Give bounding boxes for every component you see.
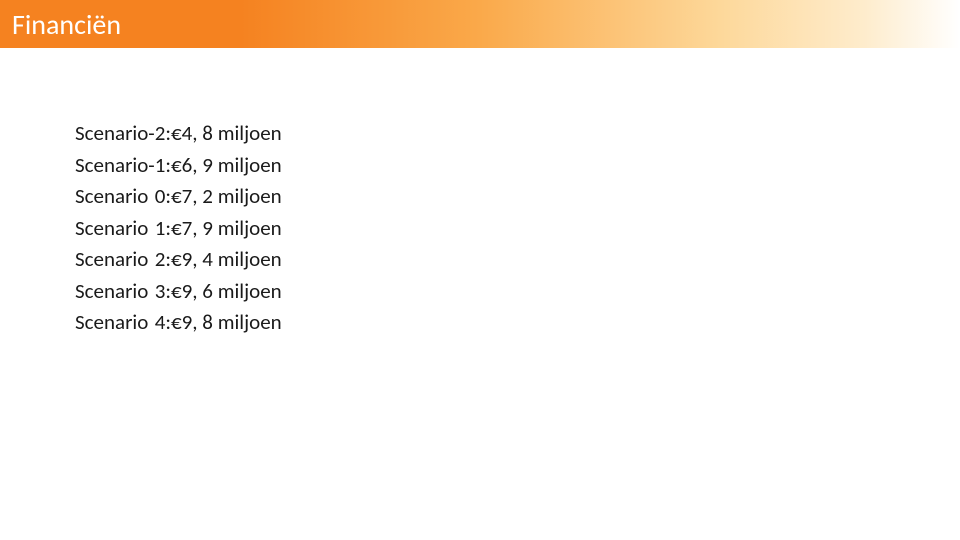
scenario-number: -2:	[148, 118, 171, 150]
table-row: Scenario 2: € 9, 4 miljoen	[75, 244, 282, 276]
scenario-value: 9, 6 miljoen	[182, 276, 282, 308]
table-row: Scenario 4: € 9, 8 miljoen	[75, 307, 282, 339]
currency-symbol: €	[171, 118, 182, 150]
scenario-value: 4, 8 miljoen	[182, 118, 282, 150]
content-area: Scenario -2: € 4, 8 miljoen Scenario -1:…	[0, 48, 960, 339]
table-row: Scenario 1: € 7, 9 miljoen	[75, 213, 282, 245]
scenario-label: Scenario	[75, 244, 148, 276]
currency-symbol: €	[171, 181, 182, 213]
scenario-value: 6, 9 miljoen	[182, 150, 282, 182]
scenario-value: 9, 4 miljoen	[182, 244, 282, 276]
scenario-number: 4:	[148, 307, 171, 339]
scenario-value: 7, 2 miljoen	[182, 181, 282, 213]
scenario-label: Scenario	[75, 307, 148, 339]
table-row: Scenario 0: € 7, 2 miljoen	[75, 181, 282, 213]
scenario-value: 7, 9 miljoen	[182, 213, 282, 245]
scenario-value: 9, 8 miljoen	[182, 307, 282, 339]
currency-symbol: €	[171, 307, 182, 339]
table-row: Scenario -2: € 4, 8 miljoen	[75, 118, 282, 150]
currency-symbol: €	[171, 213, 182, 245]
table-row: Scenario 3: € 9, 6 miljoen	[75, 276, 282, 308]
scenario-number: 0:	[148, 181, 171, 213]
scenario-label: Scenario	[75, 213, 148, 245]
scenario-label: Scenario	[75, 276, 148, 308]
currency-symbol: €	[171, 276, 182, 308]
scenario-label: Scenario	[75, 150, 148, 182]
scenario-table: Scenario -2: € 4, 8 miljoen Scenario -1:…	[75, 118, 282, 339]
page-title: Financiën	[12, 7, 121, 42]
table-row: Scenario -1: € 6, 9 miljoen	[75, 150, 282, 182]
header-bar: Financiën	[0, 0, 960, 48]
scenario-number: 1:	[148, 213, 171, 245]
scenario-label: Scenario	[75, 118, 148, 150]
scenario-number: 2:	[148, 244, 171, 276]
currency-symbol: €	[171, 150, 182, 182]
scenario-label: Scenario	[75, 181, 148, 213]
currency-symbol: €	[171, 244, 182, 276]
scenario-number: 3:	[148, 276, 171, 308]
scenario-number: -1:	[148, 150, 171, 182]
